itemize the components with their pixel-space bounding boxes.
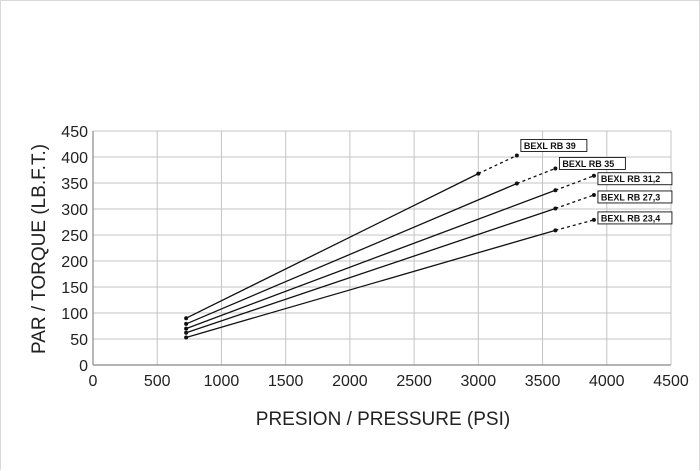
data-point bbox=[553, 166, 558, 171]
series-label: BEXL RB 27,3 bbox=[597, 190, 673, 204]
series-label-box bbox=[597, 211, 673, 225]
series-dashed-segment bbox=[555, 194, 595, 210]
data-point bbox=[591, 173, 596, 178]
data-point bbox=[184, 330, 189, 335]
data-series bbox=[184, 153, 596, 340]
series-line bbox=[184, 173, 596, 331]
data-point bbox=[591, 217, 596, 222]
x-axis-title: PRESION / PRESSURE (PSI) bbox=[256, 409, 510, 430]
data-point bbox=[184, 335, 189, 340]
x-tick-label: 2500 bbox=[396, 373, 432, 390]
series-dashed-segment bbox=[555, 175, 595, 191]
series-line bbox=[184, 153, 519, 321]
y-tick-label: 200 bbox=[61, 254, 88, 271]
x-tick-label: 2000 bbox=[332, 373, 368, 390]
y-tick-label: 250 bbox=[61, 228, 88, 245]
y-tick-labels: 0 50 100 150 200 250 300 350 400 450 bbox=[61, 124, 88, 375]
series-label: BEXL RB 35 bbox=[558, 156, 626, 170]
data-point bbox=[476, 171, 481, 176]
x-tick-label: 500 bbox=[144, 373, 171, 390]
y-tick-label: 300 bbox=[61, 202, 88, 219]
series-solid-segment bbox=[185, 182, 518, 325]
data-point bbox=[184, 326, 189, 331]
series-label-box bbox=[520, 138, 588, 152]
series-line bbox=[184, 192, 596, 335]
y-tick-label: 450 bbox=[61, 124, 88, 141]
y-tick-label: 50 bbox=[70, 332, 88, 349]
series-dashed-segment bbox=[516, 167, 556, 185]
x-tick-label: 0 bbox=[89, 373, 98, 390]
data-point bbox=[514, 153, 519, 158]
x-tick-label: 4000 bbox=[589, 373, 625, 390]
data-point bbox=[514, 181, 519, 186]
series-solid-segment bbox=[185, 229, 556, 339]
y-tick-label: 100 bbox=[61, 306, 88, 323]
x-tick-label: 4500 bbox=[653, 373, 689, 390]
series-solid-segment bbox=[185, 189, 556, 330]
series-solid-segment bbox=[185, 207, 556, 334]
y-axis-title: PAR / TORQUE (LB.F.T.) bbox=[29, 144, 50, 354]
axes bbox=[92, 131, 672, 366]
data-point bbox=[553, 228, 558, 233]
x-tick-labels: 0 500 1000 1500 2000 2500 3000 3500 4000 4500 bbox=[89, 373, 689, 390]
data-point bbox=[184, 316, 189, 321]
series-label-text: BEXL RB 35 bbox=[562, 159, 614, 169]
series-line bbox=[184, 217, 596, 340]
series-label-box bbox=[597, 190, 673, 204]
series-label: BEXL RB 39 bbox=[520, 138, 588, 152]
series-label-text: BEXL RB 31,2 bbox=[601, 174, 660, 184]
x-tick-label: 3500 bbox=[525, 373, 561, 390]
x-tick-label: 3000 bbox=[461, 373, 497, 390]
data-point bbox=[553, 206, 558, 211]
y-tick-label: 350 bbox=[61, 176, 88, 193]
series-label-box bbox=[597, 172, 673, 186]
y-tick-label: 150 bbox=[61, 280, 88, 297]
series-label: BEXL RB 31,2 bbox=[597, 172, 673, 186]
series-label-text: BEXL RB 39 bbox=[524, 141, 576, 151]
x-tick-label: 1000 bbox=[204, 373, 240, 390]
series-label-text: BEXL RB 27,3 bbox=[601, 192, 660, 202]
data-point bbox=[591, 192, 596, 197]
series-label: BEXL RB 23,4 bbox=[597, 211, 673, 225]
series-dashed-segment bbox=[555, 219, 595, 231]
x-tick-label: 1500 bbox=[268, 373, 304, 390]
data-point bbox=[184, 321, 189, 326]
series-label-box bbox=[558, 156, 626, 170]
y-tick-label: 400 bbox=[61, 150, 88, 167]
series-dashed-segment bbox=[478, 154, 518, 175]
series-label-text: BEXL RB 23,4 bbox=[601, 213, 660, 223]
series-solid-segment bbox=[185, 173, 479, 319]
series-labels: BEXL RB 39 BEXL RB 35 BEXL RB 31,2 BEXL RB … bbox=[520, 138, 673, 225]
data-point bbox=[553, 188, 558, 193]
series-line bbox=[184, 166, 558, 326]
grid-lines bbox=[93, 130, 672, 365]
y-tick-label: 0 bbox=[79, 358, 88, 375]
